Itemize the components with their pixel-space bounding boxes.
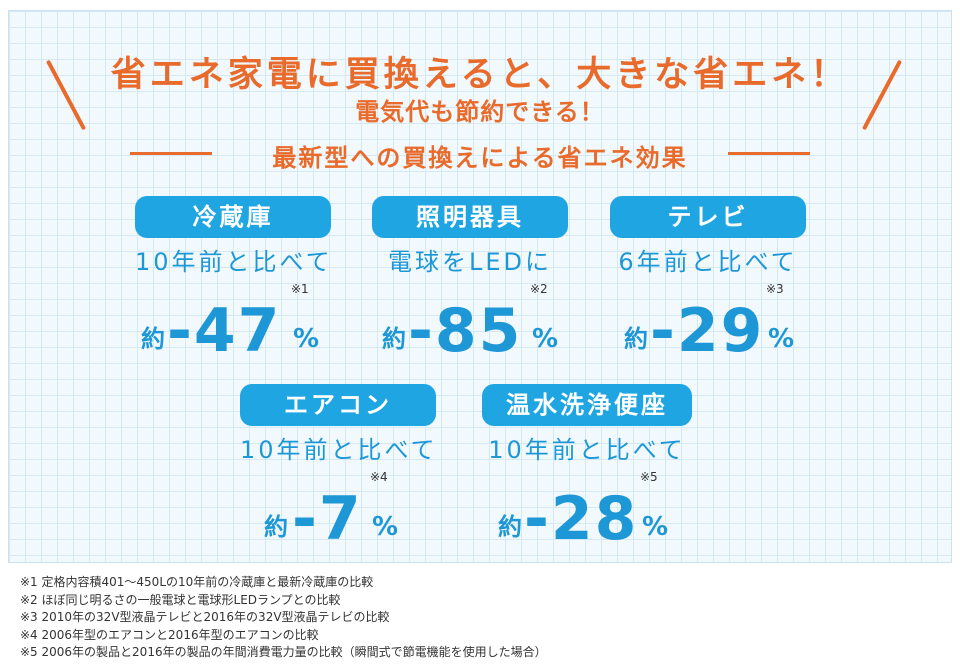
reduction-value: -29	[650, 296, 765, 366]
main-title: 省エネ家電に買換えると、大きな省エネ！	[110, 55, 850, 95]
percent-sign: %	[532, 324, 559, 354]
card-reduction: 約 -47 % ※1	[135, 282, 331, 366]
card-comparison: 10年前と比べて	[135, 248, 333, 276]
card-comparison: 6年前と比べて	[618, 248, 798, 276]
approx-label: 約	[141, 325, 165, 353]
card-label-pill: エアコン	[240, 384, 436, 426]
card-reduction: 約 -29 % ※3	[610, 282, 806, 366]
footnote-mark: ※3	[766, 282, 784, 296]
card-comparison: 10年前と比べて	[488, 436, 686, 464]
card-comparison: 10年前と比べて	[240, 436, 438, 464]
approx-label: 約	[624, 325, 648, 353]
approx-label: 約	[264, 513, 288, 541]
approx-label: 約	[498, 513, 522, 541]
footnote-mark: ※4	[370, 470, 388, 484]
card-reduction: 約 -85 % ※2	[372, 282, 568, 366]
footnote-mark: ※1	[291, 282, 309, 296]
card-refrigerator: 冷蔵庫 10年前と比べて 約 -47 % ※1	[135, 196, 333, 366]
reduction-value: -85	[408, 296, 523, 366]
footnote-5: ※5 2006年の製品と2016年の製品の年間消費電力量の比較（瞬間式で節電機能…	[20, 645, 547, 659]
footnote-mark: ※2	[530, 282, 548, 296]
footnotes: ※1 定格内容積401～450Lの10年前の冷蔵庫と最新冷蔵庫の比較 ※2 ほぼ…	[20, 574, 547, 662]
card-label-pill: 温水洗浄便座	[482, 384, 692, 426]
card-television: テレビ 6年前と比べて 約 -29 % ※3	[610, 196, 806, 366]
card-label-pill: 照明器具	[372, 196, 568, 238]
approx-label: 約	[382, 325, 406, 353]
card-lighting: 照明器具 電球をLEDに 約 -85 % ※2	[372, 196, 568, 366]
card-reduction: 約 -28 % ※5	[482, 470, 692, 554]
grid-panel	[8, 10, 952, 563]
section-rule-left	[130, 152, 212, 155]
percent-sign: %	[642, 512, 669, 542]
footnote-1: ※1 定格内容積401～450Lの10年前の冷蔵庫と最新冷蔵庫の比較	[20, 575, 374, 589]
card-comparison: 電球をLEDに	[387, 248, 552, 276]
section-rule-right	[728, 152, 810, 155]
percent-sign: %	[372, 512, 399, 542]
footnote-mark: ※5	[640, 470, 658, 484]
percent-sign: %	[293, 324, 320, 354]
card-reduction: 約 -7 % ※4	[240, 470, 436, 554]
reduction-value: -7	[292, 484, 363, 554]
card-label-pill: 冷蔵庫	[135, 196, 331, 238]
percent-sign: %	[768, 324, 795, 354]
section-title: 最新型への買換えによる省エネ効果	[272, 144, 688, 172]
footnote-3: ※3 2010年の32V型液晶テレビと2016年の32V型液晶テレビの比較	[20, 610, 390, 624]
card-air-conditioner: エアコン 10年前と比べて 約 -7 % ※4	[240, 384, 438, 554]
card-warm-water-toilet-seat: 温水洗浄便座 10年前と比べて 約 -28 % ※5	[482, 384, 692, 554]
reduction-value: -28	[524, 484, 639, 554]
main-subtitle: 電気代も節約できる！	[355, 98, 605, 126]
footnote-4: ※4 2006年型のエアコンと2016年型のエアコンの比較	[20, 627, 319, 642]
card-label-pill: テレビ	[610, 196, 806, 238]
reduction-value: -47	[167, 296, 282, 366]
footnote-2: ※2 ほぼ同じ明るさの一般電球と電球形LEDランプとの比較	[20, 592, 341, 607]
